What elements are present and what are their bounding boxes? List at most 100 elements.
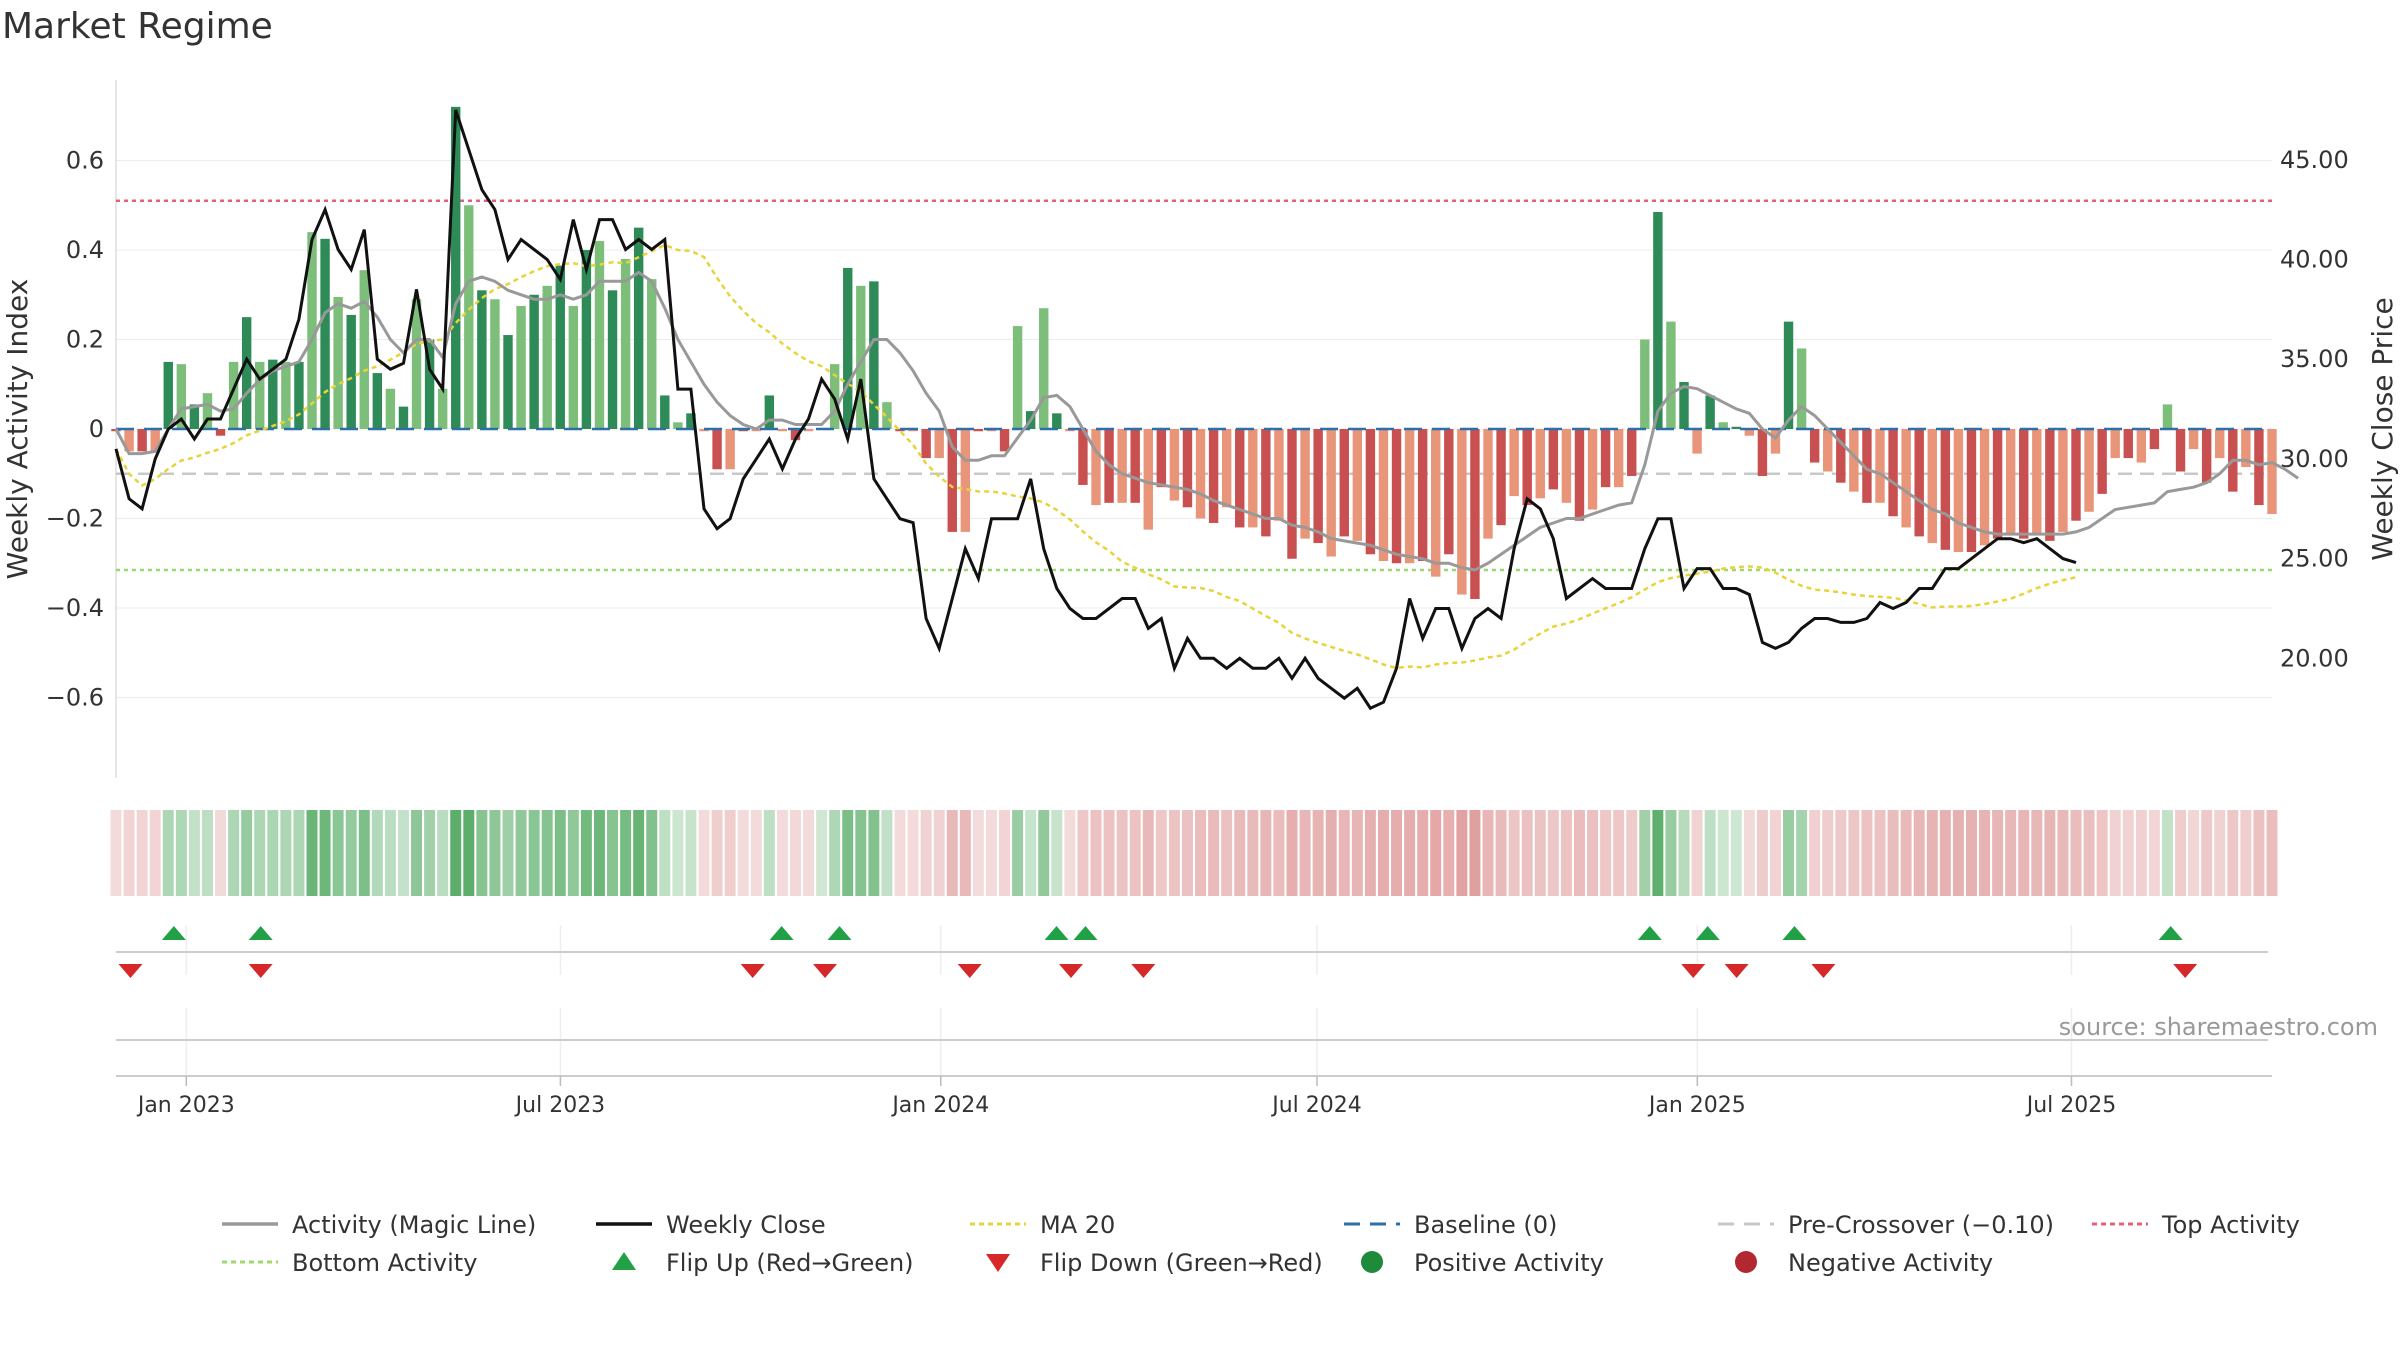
- regime-cell: [1560, 810, 1572, 896]
- activity-bar: [686, 413, 696, 429]
- activity-bar: [1836, 429, 1846, 483]
- activity-bar: [516, 305, 526, 429]
- flip-up-marker: [1044, 926, 1069, 940]
- regime-cell: [2227, 810, 2239, 896]
- activity-bar: [803, 429, 814, 432]
- activity-bar: [503, 335, 513, 429]
- activity-bar: [1731, 426, 1741, 429]
- activity-bar: [1012, 326, 1023, 429]
- regime-cell: [1116, 810, 1128, 896]
- activity-bar: [2254, 429, 2264, 506]
- activity-bar: [1535, 429, 1545, 499]
- activity-bar: [607, 290, 618, 429]
- regime-cell: [528, 810, 540, 896]
- legend-label: Top Activity: [2161, 1211, 2300, 1239]
- activity-bar: [176, 364, 187, 429]
- regime-cell: [1626, 810, 1638, 896]
- ma20-line: [114, 243, 2077, 670]
- y-tick-label: −0.2: [46, 504, 104, 532]
- regime-cell: [907, 810, 919, 896]
- regime-cell: [580, 810, 592, 896]
- activity-bar: [411, 299, 422, 429]
- flip-down-marker: [1724, 964, 1749, 978]
- activity-bar: [1404, 429, 1415, 564]
- activity-bar: [660, 395, 670, 429]
- regime-cell: [1639, 810, 1651, 896]
- y2-axis-label: Weekly Close Price: [2366, 297, 2399, 560]
- legend-label: Flip Down (Green→Red): [1040, 1249, 1323, 1277]
- regime-cell: [215, 810, 227, 896]
- regime-cell: [711, 810, 723, 896]
- regime-cell: [724, 810, 736, 896]
- legend-item: Flip Down (Green→Red): [986, 1249, 1323, 1277]
- regime-cell: [1848, 810, 1860, 896]
- activity-bar: [2097, 429, 2107, 494]
- activity-bar: [1470, 429, 1480, 600]
- regime-cell: [1391, 810, 1403, 896]
- activity-bar: [1888, 429, 1898, 517]
- x-tick-label: Jan 2024: [890, 1093, 989, 1118]
- legend-label: MA 20: [1040, 1211, 1115, 1239]
- magic-line: [114, 270, 2299, 572]
- regime-cell: [1691, 810, 1703, 896]
- activity-bar: [477, 290, 487, 429]
- activity-bar: [281, 361, 291, 429]
- activity-bar: [1809, 429, 1820, 463]
- regime-cell: [1730, 810, 1742, 896]
- activity-bar: [1561, 429, 1572, 503]
- activity-bar: [2201, 429, 2212, 483]
- activity-bar: [869, 281, 879, 429]
- flip-down-marker: [1681, 964, 1706, 978]
- activity-bar: [1378, 429, 1389, 561]
- activity-bar: [2267, 429, 2277, 515]
- y2-tick-label: 35.00: [2280, 345, 2349, 373]
- legend-item: Pre-Crossover (−0.10): [1718, 1211, 2054, 1239]
- activity-bar: [1627, 429, 1637, 476]
- x-tick-label: Jul 2024: [1270, 1093, 1362, 1118]
- flip-up-marker: [1637, 926, 1662, 940]
- regime-cell: [1090, 810, 1102, 896]
- y-tick-label: 0: [89, 415, 104, 443]
- regime-cell: [1809, 810, 1821, 896]
- activity-bar: [1770, 429, 1781, 454]
- regime-cell: [1613, 810, 1625, 896]
- flip-up-marker: [827, 926, 852, 940]
- regime-cell: [2096, 810, 2108, 896]
- regime-cell: [175, 810, 187, 896]
- activity-bar: [398, 406, 409, 429]
- regime-cell: [1286, 810, 1298, 896]
- regime-cell: [1600, 810, 1612, 896]
- regime-cell: [1521, 810, 1533, 896]
- activity-bar: [1940, 429, 1951, 550]
- regime-cell: [1743, 810, 1755, 896]
- activity-bar: [1757, 429, 1768, 476]
- regime-cell: [1482, 810, 1494, 896]
- activity-bar: [620, 258, 631, 429]
- regime-cell: [2266, 810, 2278, 896]
- activity-bar: [1613, 429, 1624, 488]
- regime-cell: [476, 810, 488, 896]
- activity-bar: [1221, 429, 1232, 508]
- activity-bar: [333, 297, 343, 429]
- regime-cell: [1417, 810, 1429, 896]
- regime-cell: [1678, 810, 1690, 896]
- activity-bar: [1966, 429, 1977, 553]
- regime-cell: [659, 810, 671, 896]
- activity-bar: [1496, 429, 1506, 526]
- regime-cell: [1756, 810, 1768, 896]
- activity-bar: [241, 317, 252, 429]
- activity-bar: [2123, 429, 2133, 459]
- activity-bar: [1862, 429, 1872, 503]
- regime-cell: [2109, 810, 2121, 896]
- legend-label: Flip Up (Red→Green): [666, 1249, 914, 1277]
- regime-cell: [698, 810, 710, 896]
- flip-up-marker: [2158, 926, 2183, 940]
- regime-cell: [646, 810, 658, 896]
- regime-cell: [1312, 810, 1324, 896]
- regime-cell: [1181, 810, 1193, 896]
- regime-cell: [1103, 810, 1115, 896]
- regime-cell: [829, 810, 841, 896]
- regime-cell: [1208, 810, 1220, 896]
- activity-bar: [189, 404, 200, 429]
- activity-bar: [320, 238, 330, 429]
